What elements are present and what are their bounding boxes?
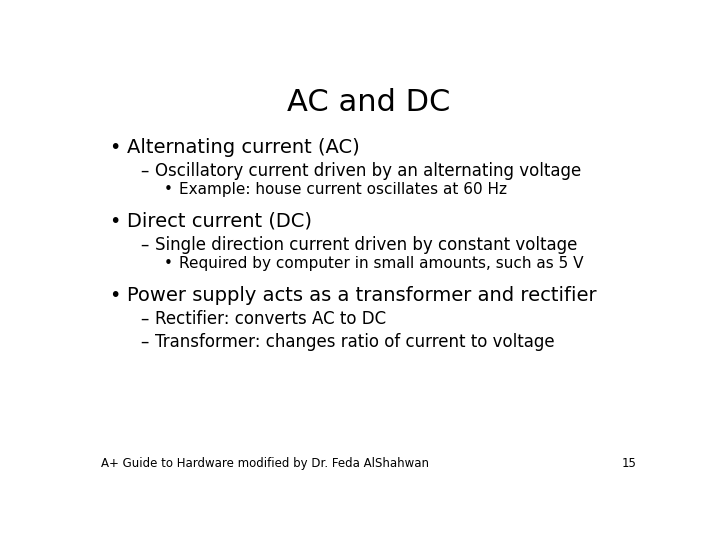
Text: •: • <box>109 138 121 157</box>
Text: Oscillatory current driven by an alternating voltage: Oscillatory current driven by an alterna… <box>156 161 582 180</box>
Text: •: • <box>163 255 173 271</box>
Text: –: – <box>140 161 148 180</box>
Text: •: • <box>163 181 173 197</box>
Text: Transformer: changes ratio of current to voltage: Transformer: changes ratio of current to… <box>156 333 555 350</box>
Text: Alternating current (AC): Alternating current (AC) <box>127 138 360 157</box>
Text: Single direction current driven by constant voltage: Single direction current driven by const… <box>156 235 577 254</box>
Text: Rectifier: converts AC to DC: Rectifier: converts AC to DC <box>156 310 387 328</box>
Text: –: – <box>140 333 148 350</box>
Text: –: – <box>140 310 148 328</box>
Text: Direct current (DC): Direct current (DC) <box>127 212 312 231</box>
Text: 15: 15 <box>622 457 637 470</box>
Text: •: • <box>109 286 121 305</box>
Text: A+ Guide to Hardware modified by Dr. Feda AlShahwan: A+ Guide to Hardware modified by Dr. Fed… <box>101 457 429 470</box>
Text: Example: house current oscillates at 60 Hz: Example: house current oscillates at 60 … <box>179 181 508 197</box>
Text: –: – <box>140 235 148 254</box>
Text: •: • <box>109 212 121 231</box>
Text: Required by computer in small amounts, such as 5 V: Required by computer in small amounts, s… <box>179 255 584 271</box>
Text: AC and DC: AC and DC <box>287 87 451 117</box>
Text: Power supply acts as a transformer and rectifier: Power supply acts as a transformer and r… <box>127 286 597 305</box>
